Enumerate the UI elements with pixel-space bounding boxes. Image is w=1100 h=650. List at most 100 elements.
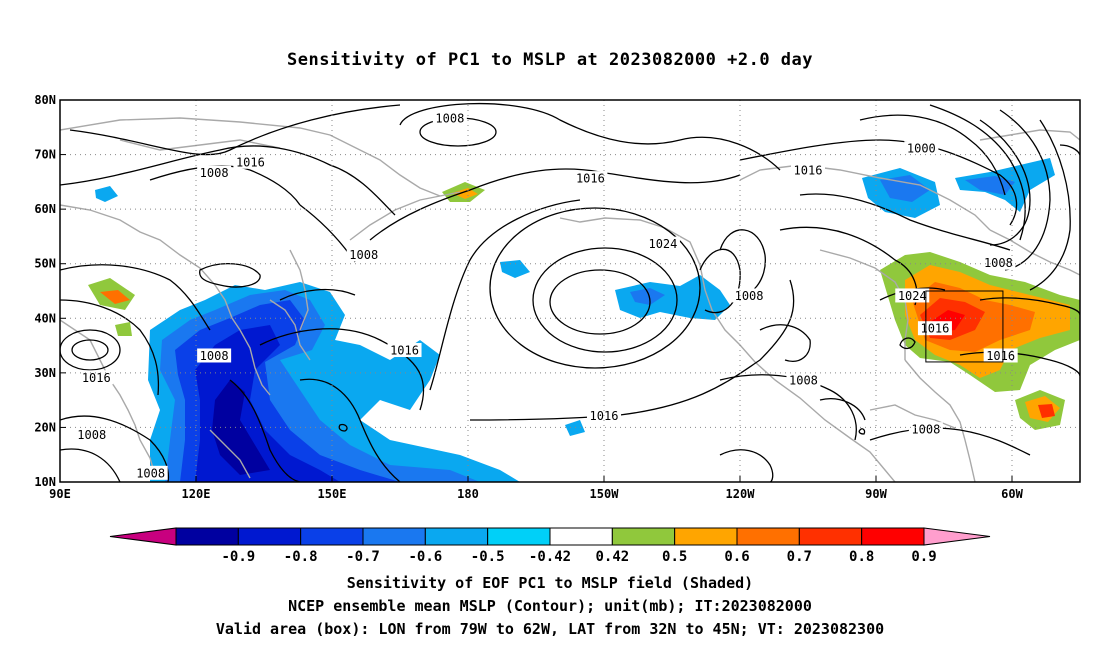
colorbar-segment [798, 527, 863, 546]
positive-sensitivity-region [100, 290, 130, 304]
x-tick-label: 120E [182, 487, 211, 501]
svg-text:1008: 1008 [911, 423, 940, 437]
contour-label: 1024 [645, 236, 680, 251]
y-tick-label: 80N [34, 93, 56, 107]
contour-label: 1008 [981, 255, 1016, 270]
contour-label: 1008 [74, 427, 109, 442]
svg-text:1016: 1016 [390, 344, 419, 358]
colorbar-label: 0.5 [662, 549, 687, 565]
colorbar-label: -0.5 [471, 549, 505, 565]
contour-label: 1008 [197, 348, 232, 363]
colorbar-segment [549, 527, 613, 546]
svg-text:1008: 1008 [200, 349, 229, 363]
negative-sensitivity-region [880, 175, 930, 202]
x-tick-label: 90W [865, 487, 887, 501]
svg-text:1008: 1008 [136, 466, 165, 480]
y-tick-label: 50N [34, 257, 56, 271]
x-tick-label: 150E [318, 487, 347, 501]
negative-sensitivity-region [965, 176, 1015, 195]
y-tick-label: 60N [34, 202, 56, 216]
contour-label: 1016 [233, 154, 268, 169]
svg-text:1008: 1008 [349, 248, 378, 262]
x-tick-label: 120W [726, 487, 756, 501]
x-tick-label: 60W [1001, 487, 1023, 501]
y-tick-label: 40N [34, 311, 56, 325]
contour-labels: 1008 1016 1008 1016 1016 1000 1008 1024 1008 1024… [74, 111, 1018, 480]
svg-text:1008: 1008 [200, 166, 229, 180]
svg-text:1008: 1008 [789, 374, 818, 388]
colorbar-label: -0.6 [408, 549, 442, 565]
negative-sensitivity-region [565, 420, 585, 436]
colorbar-min-triangle [109, 527, 177, 546]
negative-sensitivity-region [630, 288, 665, 305]
contour-label: 1016 [917, 321, 952, 336]
colorbar-segment [362, 527, 426, 546]
svg-text:1024: 1024 [648, 237, 677, 251]
colorbar: -0.9 -0.8 -0.7 -0.6 -0.5 -0.42 0.42 0.5 0.6 0.7 0.… [109, 527, 991, 565]
svg-text:1016: 1016 [576, 172, 605, 186]
svg-text:1008: 1008 [77, 428, 106, 442]
colorbar-segment [487, 527, 551, 546]
colorbar-segment [175, 527, 239, 546]
svg-text:1016: 1016 [590, 409, 619, 423]
svg-text:1016: 1016 [920, 322, 949, 336]
colorbar-label: -0.8 [284, 549, 318, 565]
contour-label: 1008 [908, 422, 943, 437]
x-tick-label: 90E [49, 487, 71, 501]
colorbar-max-triangle [923, 527, 991, 546]
colorbar-segment [861, 527, 925, 546]
valid-area-box [925, 290, 1004, 363]
page-title: Sensitivity of PC1 to MSLP at 2023082000… [286, 50, 813, 70]
x-tick-label: 150W [590, 487, 620, 501]
y-tick-label: 70N [34, 148, 56, 162]
graticule-grid [60, 100, 1080, 482]
colorbar-label: 0.9 [911, 549, 936, 565]
contour-label: 1008 [197, 165, 232, 180]
footer-line-3: Valid area (box): LON from 79W to 62W, L… [215, 620, 885, 638]
positive-sensitivity-region [1038, 404, 1055, 418]
colorbar-segment [674, 527, 738, 546]
colorbar-segment [611, 527, 676, 546]
svg-text:1008: 1008 [435, 112, 464, 126]
contour-label: 1008 [432, 111, 467, 126]
contour-label: 1024 [895, 288, 930, 303]
svg-text:1016: 1016 [82, 371, 111, 385]
contour-label: 1016 [79, 370, 114, 385]
negative-sensitivity-region [500, 260, 530, 278]
x-tick-label: 180 [457, 487, 479, 501]
svg-text:1008: 1008 [984, 256, 1013, 270]
svg-text:1008: 1008 [735, 289, 764, 303]
colorbar-label: 0.6 [724, 549, 749, 565]
colorbar-segment [237, 527, 302, 546]
positive-sensitivity-region [115, 322, 132, 336]
negative-sensitivity-region [95, 186, 118, 202]
contour-label: 1016 [983, 348, 1018, 363]
contour-label: 1008 [732, 288, 767, 303]
colorbar-segment [736, 527, 800, 546]
svg-text:1000: 1000 [907, 142, 936, 156]
colorbar-label: -0.42 [529, 549, 571, 565]
mslp-contours [60, 102, 1080, 482]
y-tick-label: 10N [34, 475, 56, 489]
svg-text:1016: 1016 [986, 349, 1015, 363]
contour-label: 1016 [573, 171, 608, 186]
contour-label: 1008 [346, 247, 381, 262]
colorbar-label: 0.42 [595, 549, 629, 565]
colorbar-label: -0.9 [221, 549, 255, 565]
contour-label: 1016 [791, 162, 825, 177]
map-axes: 90E 120E 150E 180 150W 120W 90W 60W 10N 20N 30N 40N… [34, 93, 1023, 501]
svg-text:1024: 1024 [898, 289, 927, 303]
contour-label: 1016 [387, 343, 422, 358]
colorbar-label: -0.7 [346, 549, 380, 565]
svg-text:1016: 1016 [236, 155, 265, 169]
y-tick-label: 20N [34, 420, 56, 434]
map-frame [59, 99, 1081, 483]
footer-line-2: NCEP ensemble mean MSLP (Contour); unit(… [288, 597, 812, 615]
svg-text:1016: 1016 [794, 163, 823, 177]
colorbar-segment [424, 527, 489, 546]
colorbar-label: 0.7 [787, 549, 812, 565]
contour-label: 1000 [904, 141, 939, 156]
positive-sensitivity-region [452, 188, 478, 199]
colorbar-segment [300, 527, 364, 546]
